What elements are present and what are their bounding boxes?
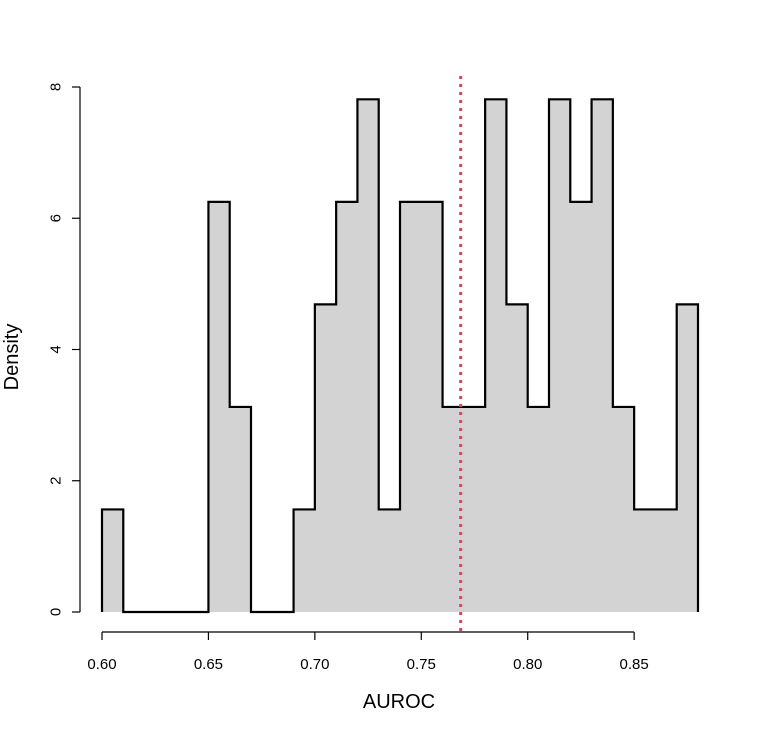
y-tick-label: 8 [47, 83, 64, 91]
x-tick-label: 0.85 [620, 656, 649, 673]
histogram-bar [400, 201, 422, 612]
y-tick-label: 4 [47, 345, 64, 353]
histogram-bar [229, 406, 252, 612]
histogram-bar [612, 406, 635, 612]
histogram-bar [634, 509, 657, 612]
x-axis-label: AUROC [363, 691, 435, 713]
x-tick-label: 0.65 [194, 656, 223, 673]
histogram-bar [357, 99, 380, 612]
histogram-bar [570, 201, 593, 612]
histogram-bar [676, 304, 699, 612]
histogram-bar [314, 304, 337, 612]
histogram-bar [336, 201, 359, 612]
histogram-bar [442, 406, 465, 612]
histogram-bar [485, 99, 508, 612]
histogram-bar [293, 509, 316, 612]
histogram-outline [100, 98, 700, 614]
y-axis-label: Density [1, 324, 23, 391]
histogram-bar [591, 99, 614, 612]
x-tick-label: 0.70 [300, 656, 329, 673]
y-axis: 0 2 4 6 8 [47, 83, 81, 616]
y-tick-label: 2 [47, 477, 64, 485]
x-tick-label: 0.75 [407, 656, 436, 673]
x-tick-label: 0.80 [513, 656, 542, 673]
histogram-bar [655, 509, 678, 612]
x-tick-label: 0.60 [87, 656, 116, 673]
histogram-bar [549, 99, 571, 612]
histogram-bar [421, 201, 444, 612]
y-tick-label: 6 [47, 214, 64, 222]
y-tick-label: 0 [47, 608, 64, 616]
x-axis: 0.60 0.65 0.70 0.75 0.80 0.85 [87, 631, 649, 673]
histogram-bar [463, 406, 486, 612]
histogram-bar [506, 304, 529, 612]
histogram-bar [527, 406, 550, 612]
histogram-bar [378, 509, 401, 612]
histogram-bar [102, 509, 124, 612]
histogram-bars [102, 99, 699, 612]
histogram-bar [208, 201, 231, 612]
